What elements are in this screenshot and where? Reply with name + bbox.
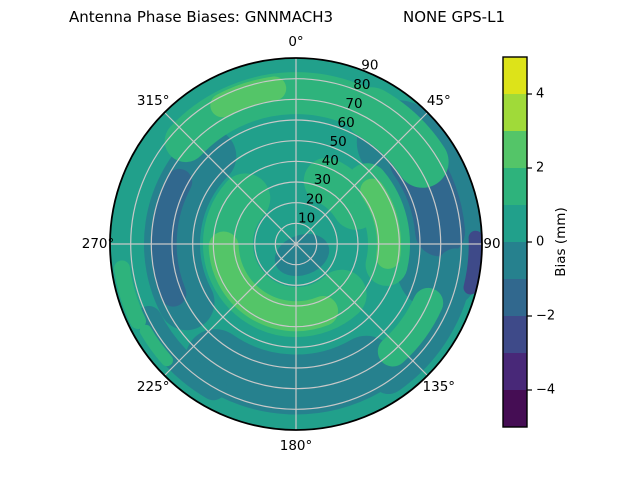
- colorbar-tick-neg2: −2: [536, 309, 555, 324]
- radial-tick-90: 90: [361, 58, 378, 74]
- angular-tick-270: 270°: [82, 236, 115, 252]
- angular-tick-45: 45°: [427, 93, 451, 109]
- colorbar-band: [503, 168, 527, 205]
- contour-region-bright-inner-ring-core: [208, 231, 339, 332]
- colorbar-tick-neg4: −4: [536, 383, 555, 398]
- colorbar-band: [503, 242, 527, 279]
- radial-tick-10: 10: [298, 210, 315, 226]
- radial-tick-70: 70: [345, 96, 362, 112]
- contour-region-bright-top-streak: [210, 76, 287, 118]
- contour-region-bright-right-band-core: [360, 178, 401, 269]
- angular-tick-180: 180°: [280, 438, 313, 454]
- angular-tick-labels: 0° 45° 90 135° 180° 225° 270° 315°: [82, 34, 501, 454]
- contour-region-dark-bottom: [185, 329, 397, 415]
- colorbar-band: [503, 131, 527, 168]
- colorbar-band: [503, 57, 527, 94]
- contour-region-dark-lower-right-rim: [370, 248, 474, 394]
- colorbar: 4 2 0 −2 −4 Bias (mm): [502, 56, 569, 428]
- angular-tick-315: 315°: [137, 93, 170, 109]
- angular-gridline: [164, 112, 428, 376]
- contour-region-green-lower-left-rim-sliver: [139, 324, 173, 367]
- radial-tick-40: 40: [322, 153, 339, 169]
- colorbar-band: [503, 316, 527, 353]
- colorbar-band: [503, 279, 527, 316]
- angular-tick-225: 225°: [137, 379, 170, 395]
- colorbar-band: [503, 353, 527, 390]
- contour-region-green-top-right: [345, 87, 449, 188]
- colorbar-band: [503, 390, 527, 427]
- chart-title-left: Antenna Phase Biases: GNNMACH3: [69, 8, 333, 26]
- radial-tick-60: 60: [338, 115, 355, 131]
- colorbar-band: [503, 205, 527, 242]
- radial-tick-50: 50: [330, 134, 347, 150]
- contour-region-indigo-right-rim: [463, 230, 482, 295]
- radial-tick-labels: 10 20 30 40 50 60 70 80 90: [298, 58, 378, 227]
- polar-grid: [110, 58, 482, 430]
- radial-tick-80: 80: [353, 77, 370, 93]
- radial-tick-20: 20: [306, 191, 323, 207]
- colorbar-band: [503, 94, 527, 131]
- angular-tick-90: 90: [483, 236, 500, 252]
- colorbar-tick-2: 2: [536, 161, 544, 176]
- angular-tick-135: 135°: [423, 379, 456, 395]
- chart-title-right: NONE GPS-L1: [403, 8, 505, 26]
- colorbar-tick-4: 4: [536, 87, 544, 102]
- colorbar-axis-label: Bias (mm): [553, 207, 569, 276]
- colorbar-tick-0: 0: [536, 235, 544, 250]
- contour-region-darker-left: [150, 168, 193, 307]
- colorbar-ticks: [527, 93, 532, 391]
- radial-tick-30: 30: [314, 172, 331, 188]
- contour-region-green-left-rim-sliver: [114, 260, 146, 329]
- contour-region-green-upper-center: [303, 157, 379, 230]
- polar-axes-boundary: [109, 57, 483, 431]
- angular-tick-0: 0°: [288, 34, 303, 50]
- colorbar-tick-labels: 4 2 0 −2 −4: [536, 87, 555, 398]
